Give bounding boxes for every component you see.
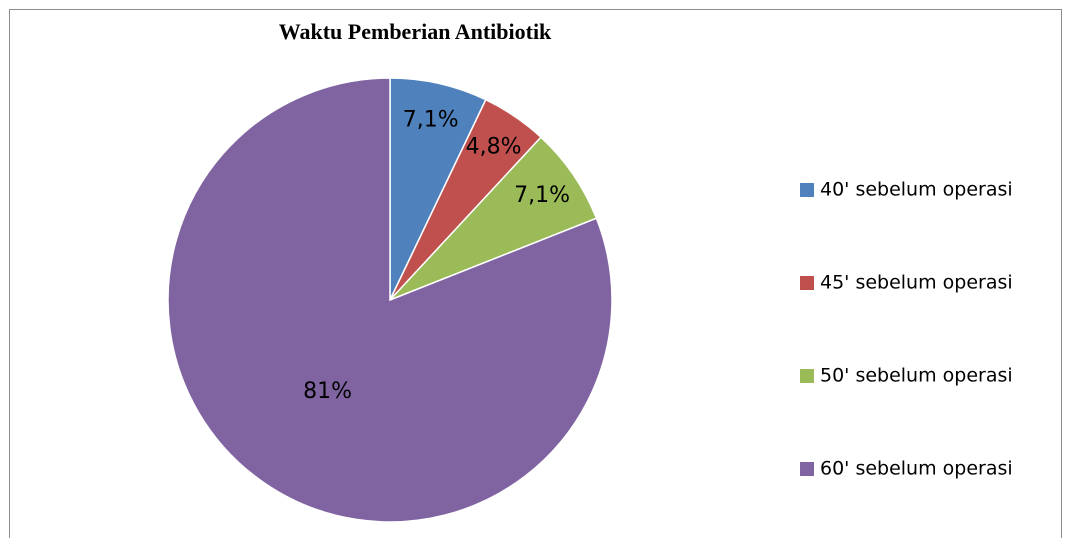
pie-slice — [167, 77, 613, 523]
legend-label: 40' sebelum operasi — [820, 179, 1013, 201]
legend-label: 50' sebelum operasi — [820, 365, 1013, 387]
value-label: 7,1% — [403, 107, 459, 132]
value-label: 7,1% — [514, 183, 570, 208]
legend-swatch — [800, 183, 814, 197]
value-label: 81% — [303, 379, 352, 404]
chart-title: Waktu Pemberian Antibiotik — [279, 19, 552, 44]
legend-swatch — [800, 276, 814, 290]
legend-label: 60' sebelum operasi — [820, 458, 1013, 480]
legend-swatch — [800, 462, 814, 476]
legend-swatch — [800, 369, 814, 383]
value-label: 4,8% — [466, 135, 522, 160]
legend-label: 45' sebelum operasi — [820, 272, 1013, 294]
